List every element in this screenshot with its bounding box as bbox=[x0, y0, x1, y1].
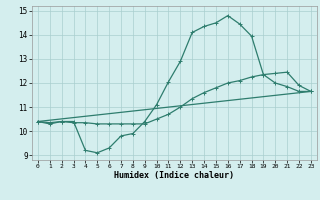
X-axis label: Humidex (Indice chaleur): Humidex (Indice chaleur) bbox=[115, 171, 234, 180]
